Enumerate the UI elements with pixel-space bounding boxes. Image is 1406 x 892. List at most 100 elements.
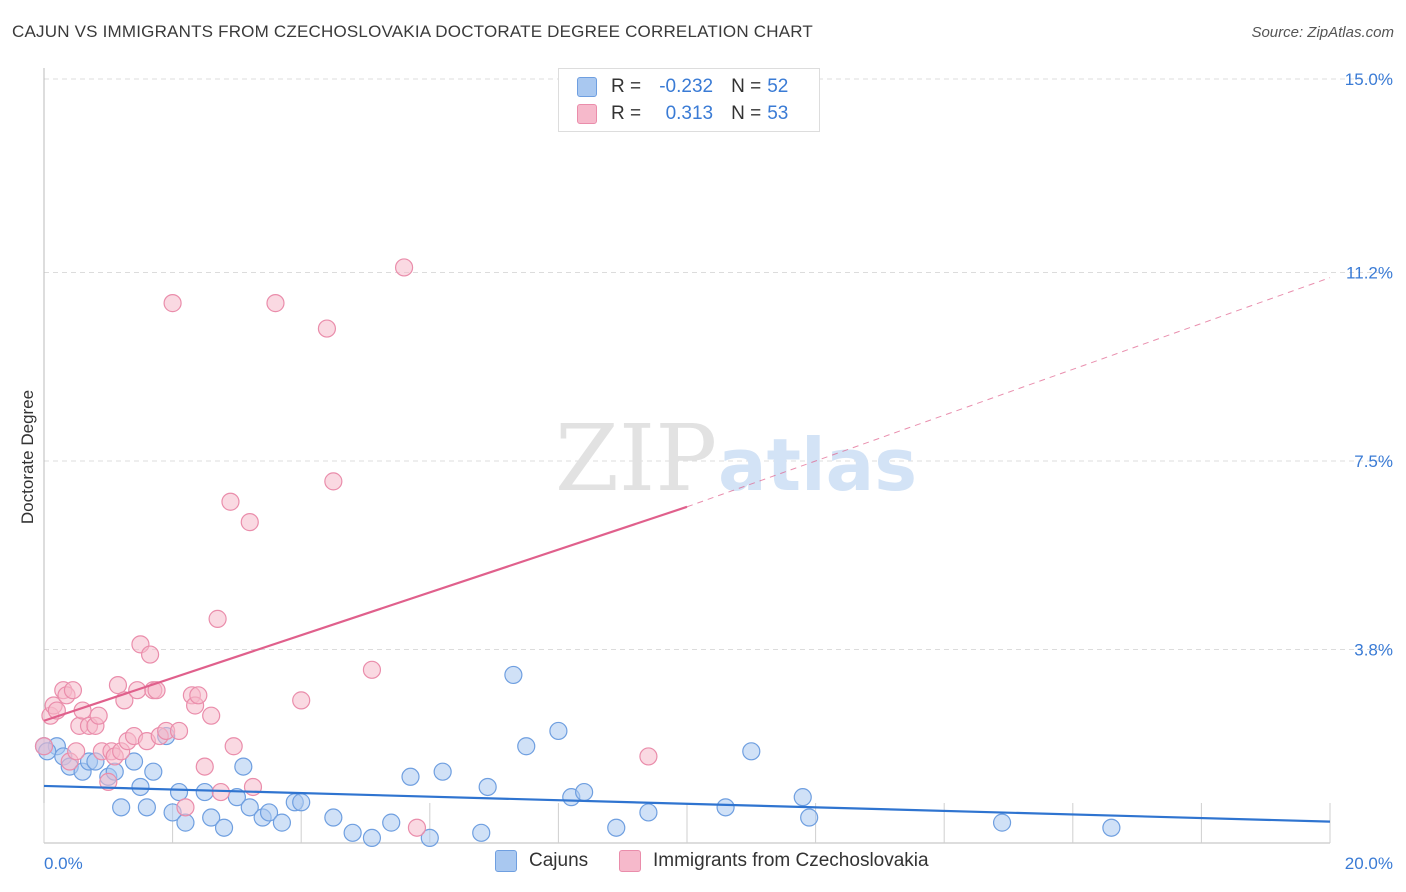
cajun-point — [800, 808, 819, 827]
cajun-point — [131, 777, 150, 797]
cajun-point — [362, 828, 382, 848]
legend-label: Immigrants from Czechoslovakia — [653, 850, 929, 871]
legend-item-cajuns[interactable]: Cajuns — [495, 850, 588, 872]
czechoslovakia-swatch — [577, 104, 597, 124]
czech-point — [362, 660, 382, 679]
series-legend: Cajuns Immigrants from Czechoslovakia — [0, 850, 1406, 878]
cajun-point — [742, 742, 761, 761]
r-label: R = — [611, 103, 642, 124]
cajun-point — [478, 777, 497, 797]
cajun-point — [420, 828, 439, 848]
trend-lines — [43, 277, 1331, 823]
cajun-point — [144, 762, 163, 781]
czech-trend-line — [43, 505, 688, 722]
czech-point — [292, 691, 311, 710]
cajun-point — [214, 818, 234, 837]
stats-row-cajuns: R = -0.232 N = 52 — [577, 75, 788, 99]
r-value: 0.313 — [665, 103, 714, 124]
y-axis-title: Doctorate Degree — [18, 390, 37, 524]
cajun-point — [112, 798, 131, 817]
x-tick-label: 0.0% — [44, 854, 83, 873]
cajun-point — [1102, 818, 1121, 837]
czech-point — [89, 706, 108, 725]
n-label: N = — [731, 103, 762, 124]
watermark-atlas: atlas — [718, 423, 917, 507]
cajun-point — [382, 813, 401, 832]
cajun-point — [195, 782, 214, 802]
cajun-point — [401, 767, 420, 786]
cajun-point — [607, 818, 626, 837]
cajun-point — [240, 798, 259, 817]
cajun-point — [234, 757, 253, 776]
czech-point — [147, 681, 166, 700]
watermark: ZIP atlas — [555, 405, 917, 512]
watermark-zip: ZIP — [555, 405, 717, 512]
n-value: 53 — [767, 103, 789, 124]
r-value: -0.232 — [659, 76, 714, 97]
y-tick-label: 15.0% — [1345, 70, 1393, 89]
legend-label: Cajuns — [529, 850, 589, 871]
cajun-point — [639, 803, 658, 822]
cajun-point — [575, 782, 594, 802]
legend-item-czechoslovakia[interactable]: Immigrants from Czechoslovakia — [619, 850, 929, 872]
czech-point — [202, 706, 221, 725]
cajuns-swatch — [495, 850, 517, 872]
czech-point — [195, 757, 214, 776]
czechoslovakia-swatch — [619, 850, 641, 872]
cajun-point — [549, 721, 568, 741]
cajun-point — [169, 782, 189, 802]
x-tick-label: 20.0% — [1345, 854, 1393, 873]
cajun-trend-line — [43, 784, 1331, 823]
chart-title: CAJUN VS IMMIGRANTS FROM CZECHOSLOVAKIA … — [12, 22, 813, 41]
n-value: 52 — [767, 76, 789, 97]
cajun-point — [272, 813, 292, 832]
y-tick-label: 3.8% — [1354, 640, 1393, 659]
stats-legend: R = -0.232 N = 52 R = 0.313 N = 53 — [558, 68, 820, 132]
czech-point — [224, 737, 243, 756]
y-tick-label: 11.2% — [1346, 264, 1393, 283]
czech-point — [639, 747, 658, 766]
czech-point — [99, 772, 118, 791]
cajun-point — [992, 813, 1012, 832]
czech-point — [108, 676, 128, 695]
czech-point — [176, 798, 195, 817]
czech-point — [63, 681, 83, 700]
r-label: R = — [611, 76, 642, 97]
cajun-point — [176, 813, 195, 832]
stats-row-czechoslovakia: R = 0.313 N = 53 — [577, 102, 788, 126]
gridlines — [44, 78, 1392, 650]
czech-point — [407, 818, 427, 837]
czech-point — [266, 294, 285, 313]
n-label: N = — [731, 76, 762, 97]
cajun-point — [292, 793, 311, 812]
cajun-point — [504, 665, 523, 685]
axes — [43, 68, 1331, 844]
czech-point — [34, 737, 54, 756]
cajun-point — [324, 808, 343, 827]
czech-point — [67, 742, 86, 761]
source-label: Source: ZipAtlas.com — [1251, 24, 1394, 41]
cajuns-swatch — [577, 77, 597, 97]
cajun-point — [137, 798, 156, 817]
czech-point — [324, 472, 343, 491]
czech-point — [163, 294, 182, 313]
tick-labels: 3.8% 7.5% 11.2% 15.0% 0.0% 20.0% — [44, 70, 1393, 873]
cajun-point — [259, 803, 279, 822]
cajun-point — [793, 788, 812, 807]
cajun-point — [227, 788, 246, 807]
czech-point — [240, 513, 259, 532]
czech-point — [317, 319, 337, 338]
cajun-point — [517, 737, 536, 756]
cajun-point — [716, 798, 735, 817]
czech-point — [169, 721, 189, 741]
cajun-point — [472, 823, 491, 842]
cajun-point — [202, 808, 221, 827]
czech-trend-extension — [686, 277, 1331, 508]
cajun-point — [343, 823, 362, 842]
czech-point — [221, 492, 240, 511]
cajun-point — [433, 762, 452, 781]
czech-point — [208, 609, 227, 628]
czech-point — [189, 686, 208, 705]
y-tick-label: 7.5% — [1354, 452, 1393, 471]
